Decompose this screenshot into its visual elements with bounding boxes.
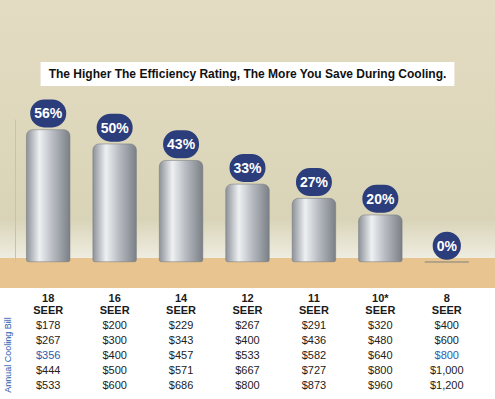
html-text:$267: $267 — [36, 334, 61, 346]
svg-text:56%: 56% — [34, 105, 63, 121]
svg-text:11: 11 — [308, 292, 320, 304]
html-text:$727: $727 — [301, 364, 327, 376]
html-text:$686: $686 — [168, 379, 194, 391]
html-text:$457: $457 — [168, 349, 194, 361]
html-text:$960: $960 — [368, 379, 393, 391]
html-text:$178: $178 — [36, 319, 61, 331]
svg-text:10*: 10* — [372, 292, 389, 304]
svg-text:SEER: SEER — [33, 304, 63, 316]
html-text:$320: $320 — [368, 319, 393, 331]
html-text:$436: $436 — [301, 334, 327, 346]
svg-text:SEER: SEER — [166, 304, 196, 316]
html-text:$356: $356 — [36, 349, 61, 361]
html-text:$400: $400 — [235, 334, 260, 346]
html-text:$444: $444 — [36, 364, 61, 376]
html-text:$200: $200 — [102, 319, 127, 331]
html-text:$600: $600 — [102, 379, 127, 391]
svg-text:14: 14 — [175, 292, 188, 304]
html-text:$480: $480 — [368, 334, 393, 346]
svg-text:SEER: SEER — [299, 304, 329, 316]
svg-text:The Higher The Efficiency Rati: The Higher The Efficiency Rating, The Mo… — [49, 67, 447, 81]
svg-text:8: 8 — [444, 292, 450, 304]
html-text:$343: $343 — [168, 334, 194, 346]
html-text:$500: $500 — [102, 364, 127, 376]
html-text:$873: $873 — [301, 379, 327, 391]
svg-text:18: 18 — [42, 292, 54, 304]
html-text:$300: $300 — [102, 334, 127, 346]
svg-text:SEER: SEER — [365, 304, 395, 316]
svg-text:SEER: SEER — [100, 304, 130, 316]
html-text:$291: $291 — [301, 319, 327, 331]
svg-text:33%: 33% — [233, 160, 262, 176]
html-text:$533: $533 — [36, 379, 61, 391]
html-text:$640: $640 — [368, 349, 393, 361]
svg-text:16: 16 — [109, 292, 121, 304]
html-text:$571: $571 — [168, 364, 194, 376]
html-text:$667: $667 — [235, 364, 260, 376]
html-text:$600: $600 — [434, 334, 459, 346]
html-text:$800: $800 — [235, 379, 260, 391]
html-text:$400: $400 — [102, 349, 127, 361]
html-text:$1,200: $1,200 — [429, 379, 464, 391]
html-text:$267: $267 — [235, 319, 260, 331]
html-text:$1,000: $1,000 — [429, 364, 464, 376]
html-text:$533: $533 — [235, 349, 260, 361]
html-text:$800: $800 — [434, 349, 459, 361]
html-text:$400: $400 — [434, 319, 459, 331]
svg-text:SEER: SEER — [233, 304, 263, 316]
svg-text:43%: 43% — [167, 136, 196, 152]
svg-text:SEER: SEER — [432, 304, 462, 316]
svg-text:0%: 0% — [437, 238, 458, 254]
html-text:$582: $582 — [301, 349, 327, 361]
svg-text:50%: 50% — [101, 120, 130, 136]
svg-text:20%: 20% — [366, 191, 395, 207]
html-text:$229: $229 — [168, 319, 194, 331]
html-text:$800: $800 — [368, 364, 393, 376]
html-text:Annual Cooling Bill: Annual Cooling Bill — [3, 317, 13, 393]
svg-text:27%: 27% — [300, 174, 329, 190]
svg-text:12: 12 — [241, 292, 253, 304]
